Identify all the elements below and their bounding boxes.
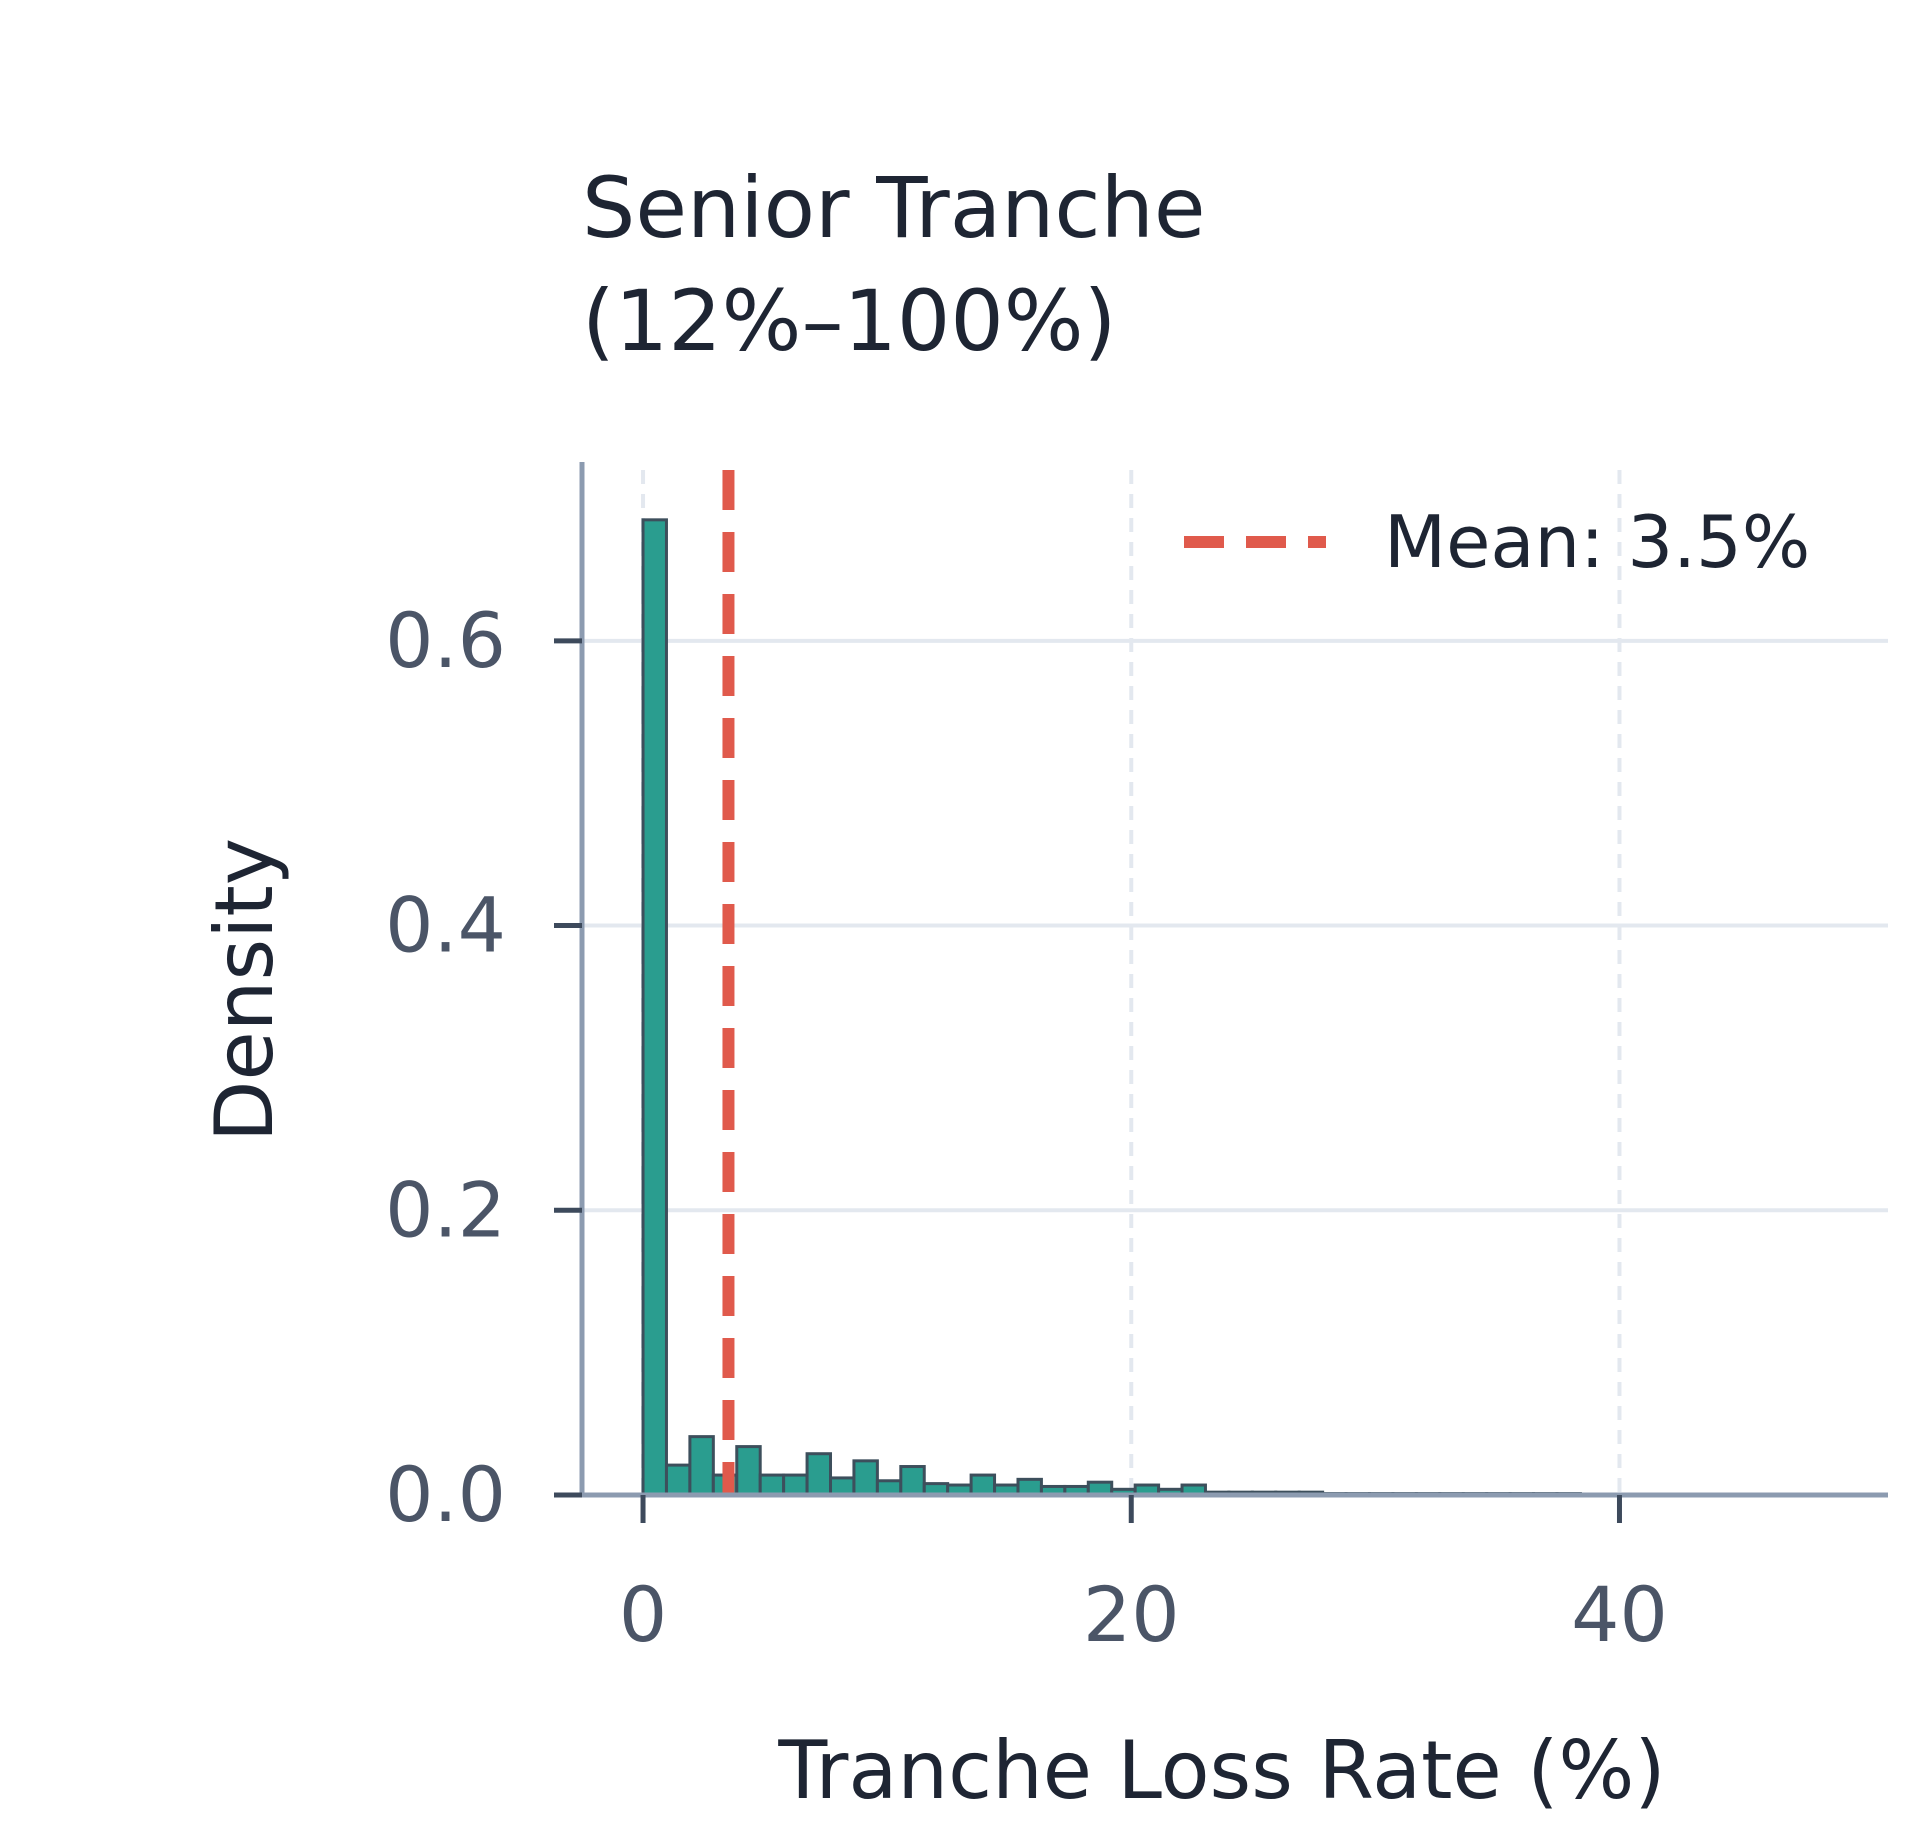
x-axis-label: Tranche Loss Rate (%)	[777, 1724, 1665, 1817]
histogram-bar	[735, 1445, 762, 1497]
histogram-bar	[852, 1459, 879, 1497]
histogram-bar	[664, 1463, 692, 1497]
histogram-bar	[782, 1473, 809, 1497]
y-axis-label: Density	[198, 838, 291, 1142]
bars-layer	[641, 518, 1582, 1497]
y-tick-label-3: 0.6	[385, 596, 506, 685]
x-tick-label-1: 20	[1083, 1570, 1180, 1659]
chart-title-line-1: Senior Tranche	[582, 159, 1206, 257]
x-tick-label-2: 40	[1571, 1570, 1668, 1659]
histogram-bar	[899, 1465, 926, 1497]
y-tick-label-0: 0.0	[385, 1450, 506, 1539]
histogram-bar	[969, 1473, 997, 1497]
y-tick-label-1: 0.2	[385, 1165, 506, 1254]
x-tick-label-0: 0	[619, 1570, 667, 1659]
histogram-bar	[829, 1476, 856, 1497]
axes-layer: 0.0 0.2 0.4 0.6 0 20 40	[385, 462, 1888, 1659]
y-tick-label-2: 0.4	[385, 881, 506, 970]
histogram-bar	[688, 1435, 715, 1497]
histogram-bar	[805, 1452, 833, 1497]
legend-mean-label: Mean: 3.5%	[1384, 500, 1810, 584]
legend: Mean: 3.5%	[1184, 500, 1810, 584]
histogram-bar	[758, 1473, 786, 1497]
histogram-bar	[641, 518, 668, 1497]
chart-title-line-2: (12%–100%)	[582, 272, 1116, 370]
grid-layer	[582, 470, 1888, 1495]
